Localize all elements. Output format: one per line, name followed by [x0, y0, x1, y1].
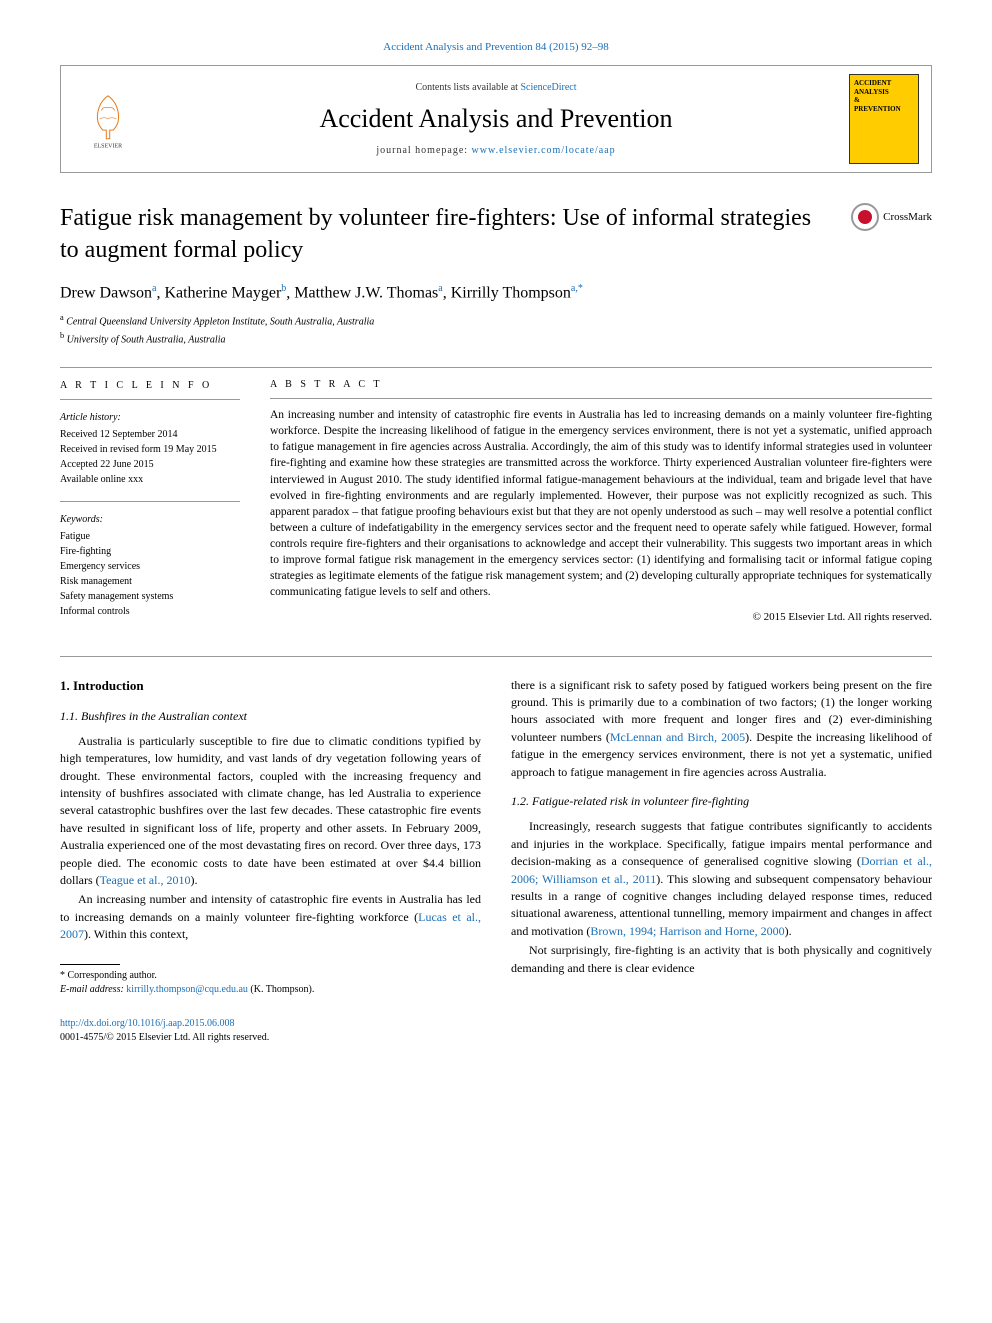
keyword: Informal controls	[60, 604, 240, 619]
footnote-marker: * Corresponding author.	[60, 969, 481, 983]
doi-link[interactable]: http://dx.doi.org/10.1016/j.aap.2015.06.…	[60, 1018, 235, 1029]
abstract-heading: A B S T R A C T	[270, 378, 932, 392]
footnote-rule	[60, 964, 120, 965]
contents-prefix: Contents lists available at	[415, 82, 520, 93]
history-accepted: Accepted 22 June 2015	[60, 457, 240, 472]
keywords-list: Fatigue Fire-fighting Emergency services…	[60, 529, 240, 619]
section-1-2-heading: 1.2. Fatigue-related risk in volunteer f…	[511, 793, 932, 810]
crossmark-icon	[851, 203, 879, 231]
journal-cover-thumbnail: ACCIDENT ANALYSIS & PREVENTION	[849, 74, 919, 164]
corresponding-email-link[interactable]: kirrilly.thompson@cqu.edu.au	[126, 984, 248, 995]
journal-homepage-line: journal homepage: www.elsevier.com/locat…	[143, 144, 849, 158]
footer-info: http://dx.doi.org/10.1016/j.aap.2015.06.…	[60, 1017, 932, 1045]
abstract-copyright: © 2015 Elsevier Ltd. All rights reserved…	[270, 610, 932, 625]
corresponding-author-footnote: * Corresponding author. E-mail address: …	[60, 969, 481, 997]
keyword: Emergency services	[60, 559, 240, 574]
article-info-panel: A R T I C L E I N F O Article history: R…	[60, 378, 240, 626]
horizontal-rule	[60, 367, 932, 368]
author-list: Drew Dawsona, Katherine Maygerb, Matthew…	[60, 282, 932, 305]
issn-copyright: 0001-4575/© 2015 Elsevier Ltd. All right…	[60, 1031, 932, 1045]
body-paragraph: An increasing number and intensity of ca…	[60, 891, 481, 943]
affiliations: a Central Queensland University Appleton…	[60, 312, 932, 347]
body-paragraph: Increasingly, research suggests that fat…	[511, 818, 932, 940]
citation-link[interactable]: Teague et al., 2010	[100, 873, 191, 887]
section-1-1-heading: 1.1. Bushfires in the Australian context	[60, 708, 481, 725]
abstract-text: An increasing number and intensity of ca…	[270, 407, 932, 600]
article-title: Fatigue risk management by volunteer fir…	[60, 203, 851, 265]
homepage-prefix: journal homepage:	[376, 145, 471, 156]
cover-line: ANALYSIS	[854, 88, 889, 96]
horizontal-rule	[60, 656, 932, 657]
history-revised: Received in revised form 19 May 2015	[60, 442, 240, 457]
keywords-heading: Keywords:	[60, 512, 240, 527]
section-1-heading: 1. Introduction	[60, 677, 481, 696]
cover-line: ACCIDENT	[854, 79, 891, 87]
citation-link[interactable]: McLennan and Birch, 2005	[610, 730, 745, 744]
affiliation-b: b University of South Australia, Austral…	[60, 330, 932, 347]
history-received: Received 12 September 2014	[60, 427, 240, 442]
citation-header: Accident Analysis and Prevention 84 (201…	[60, 40, 932, 55]
sciencedirect-link[interactable]: ScienceDirect	[520, 82, 576, 93]
crossmark-badge[interactable]: CrossMark	[851, 203, 932, 231]
cover-line: &	[854, 96, 860, 104]
body-paragraph: there is a significant risk to safety po…	[511, 677, 932, 781]
keyword: Fatigue	[60, 529, 240, 544]
body-column-right: there is a significant risk to safety po…	[511, 677, 932, 997]
crossmark-label: CrossMark	[883, 210, 932, 225]
article-info-heading: A R T I C L E I N F O	[60, 378, 240, 393]
publisher-logo: ELSEVIER	[73, 84, 143, 154]
journal-homepage-link[interactable]: www.elsevier.com/locate/aap	[472, 145, 616, 156]
abstract-panel: A B S T R A C T An increasing number and…	[270, 378, 932, 626]
citation-link[interactable]: Brown, 1994; Harrison and Horne, 2000	[590, 924, 784, 938]
elsevier-tree-icon: ELSEVIER	[78, 89, 138, 149]
email-label: E-mail address:	[60, 984, 126, 995]
journal-name: Accident Analysis and Prevention	[143, 101, 849, 137]
contents-list-line: Contents lists available at ScienceDirec…	[143, 81, 849, 95]
keyword: Fire-fighting	[60, 544, 240, 559]
cover-line: PREVENTION	[854, 105, 901, 113]
body-column-left: 1. Introduction 1.1. Bushfires in the Au…	[60, 677, 481, 997]
journal-masthead: ELSEVIER Contents lists available at Sci…	[60, 65, 932, 173]
keyword: Risk management	[60, 574, 240, 589]
affiliation-a: a Central Queensland University Appleton…	[60, 312, 932, 329]
svg-text:ELSEVIER: ELSEVIER	[94, 144, 122, 150]
keyword: Safety management systems	[60, 589, 240, 604]
body-paragraph: Australia is particularly susceptible to…	[60, 733, 481, 890]
body-paragraph: Not surprisingly, fire-fighting is an ac…	[511, 942, 932, 977]
email-suffix: (K. Thompson).	[248, 984, 314, 995]
article-history-heading: Article history:	[60, 410, 240, 425]
history-online: Available online xxx	[60, 472, 240, 487]
